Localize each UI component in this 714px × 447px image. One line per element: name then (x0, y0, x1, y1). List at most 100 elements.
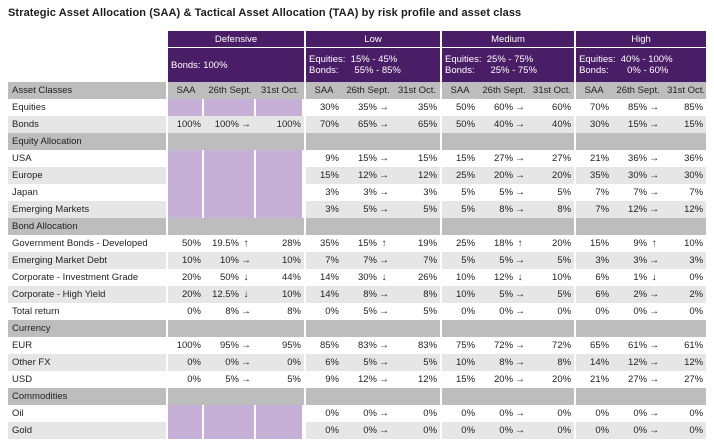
taa-value-text: 2% (633, 289, 648, 300)
taa-value-text: 8% (225, 306, 239, 317)
taa-value-text: 5% (499, 255, 514, 266)
taa-value-text: 65% (357, 119, 377, 130)
section-filler-cell (530, 388, 575, 405)
section-filler-cell (204, 133, 256, 150)
taa-value-date-2: 2% (664, 286, 707, 303)
not-applicable-cell (256, 184, 304, 201)
taa-value-date-2: 0% (530, 422, 575, 439)
taa-value-date-1: 3% → (342, 184, 394, 201)
table-row: Bonds 100% 100% → 100% 70% 65% → 65% 50% 40% → 40% 30… (8, 116, 707, 133)
profile-medium-desc: Equities: 25% - 75% Bonds: 25% - 75% (440, 48, 575, 82)
arrow-right-icon: → (515, 408, 526, 419)
section-filler-cell (612, 388, 665, 405)
arrow-down-icon: ↓ (517, 272, 523, 283)
column-header-date-2: 31st Oct. (664, 82, 707, 99)
arrow-right-icon: → (649, 119, 660, 130)
profile-low-desc: Equities: 15% - 45% Bonds: 55% - 85% (304, 48, 441, 82)
saa-value: 6% (304, 354, 342, 371)
section-filler-cell (204, 320, 256, 337)
taa-value-date-2: 61% (664, 337, 707, 354)
taa-value-date-2: 100% (256, 116, 304, 133)
taa-value-text: 0% (363, 425, 377, 436)
section-filler-cell (612, 218, 665, 235)
taa-value-text: 85% (628, 102, 648, 113)
taa-value-date-1: 1% ↓ (612, 269, 665, 286)
taa-value-date-1: 0% → (342, 405, 394, 422)
asset-label: Equities (8, 99, 166, 116)
taa-value-date-2: 12% (664, 201, 707, 218)
saa-value: 50% (440, 116, 479, 133)
saa-value: 0% (574, 303, 613, 320)
saa-value: 7% (574, 201, 613, 218)
section-filler-cell (574, 218, 613, 235)
section-filler-cell (530, 133, 575, 150)
saa-value: 14% (304, 286, 342, 303)
taa-value-text: 18% (494, 238, 514, 249)
taa-value-date-2: 10% (256, 286, 304, 303)
arrow-right-icon: → (515, 170, 526, 181)
arrow-right-icon: → (379, 340, 389, 351)
section-label: Commodities (8, 388, 166, 405)
taa-value-date-2: 28% (256, 235, 304, 252)
section-filler-cell (440, 388, 479, 405)
saa-value: 50% (440, 99, 479, 116)
taa-value-date-1: 15% → (612, 116, 665, 133)
taa-value-date-2: 5% (256, 371, 304, 388)
not-applicable-cell (256, 201, 304, 218)
asset-label: Corporate - High Yield (8, 286, 166, 303)
arrow-right-icon: → (515, 374, 526, 385)
section-label: Currency (8, 320, 166, 337)
section-filler-cell (478, 320, 531, 337)
taa-value-date-2: 12% (394, 371, 441, 388)
taa-value-date-1: 36% → (612, 150, 665, 167)
saa-value: 25% (440, 235, 479, 252)
saa-value: 15% (574, 235, 613, 252)
saa-value: 20% (166, 269, 204, 286)
saa-value: 10% (440, 286, 479, 303)
not-applicable-cell (256, 422, 304, 439)
taa-value-text: 61% (628, 340, 648, 351)
saa-value: 7% (304, 252, 342, 269)
taa-value-date-1: 8% → (342, 286, 394, 303)
saa-value: 21% (574, 150, 613, 167)
section-row: Equity Allocation (8, 133, 707, 150)
taa-value-date-2: 26% (394, 269, 441, 286)
taa-value-date-1: 5% → (342, 303, 394, 320)
taa-value-date-1: 8% → (204, 303, 256, 320)
taa-value-text: 0% (363, 408, 377, 419)
table-row: Emerging Market Debt 10% 10% → 10% 7% 7% → 7% 5% 5… (8, 252, 707, 269)
saa-value: 9% (304, 150, 342, 167)
saa-value: 0% (574, 422, 613, 439)
taa-value-date-2: 8% (394, 286, 441, 303)
arrow-right-icon: → (515, 357, 526, 368)
taa-value-date-1: 27% → (478, 150, 531, 167)
section-filler-cell (478, 218, 531, 235)
taa-value-date-1: 15% → (342, 150, 394, 167)
arrow-right-icon: → (379, 170, 389, 181)
taa-value-date-1: 5% → (342, 201, 394, 218)
section-filler-cell (304, 320, 342, 337)
desc-line: Bonds: 25% - 75% (445, 65, 537, 76)
taa-value-text: 12% (494, 272, 514, 283)
taa-value-text: 7% (363, 255, 377, 266)
arrow-right-icon: → (649, 340, 660, 351)
arrow-right-icon: → (379, 187, 389, 198)
taa-value-date-1: 0% → (342, 422, 394, 439)
section-filler-cell (478, 133, 531, 150)
arrow-right-icon: → (241, 119, 251, 130)
arrow-right-icon: → (649, 306, 660, 317)
profile-high-desc: Equities: 40% - 100% Bonds: 0% - 60% (574, 48, 707, 82)
section-filler-cell (394, 388, 441, 405)
arrow-down-icon: ↓ (381, 272, 387, 283)
taa-value-date-2: 36% (664, 150, 707, 167)
arrow-right-icon: → (379, 119, 389, 130)
taa-value-date-1: 5% → (204, 371, 256, 388)
saa-value: 100% (166, 116, 204, 133)
arrow-right-icon: → (649, 102, 660, 113)
desc-line: Equities: 40% - 100% (579, 54, 673, 65)
blank-header-cell (8, 31, 166, 48)
section-filler-cell (304, 133, 342, 150)
section-filler-cell (342, 320, 394, 337)
taa-value-date-1: 12.5% ↓ (204, 286, 256, 303)
taa-value-date-2: 20% (530, 167, 575, 184)
